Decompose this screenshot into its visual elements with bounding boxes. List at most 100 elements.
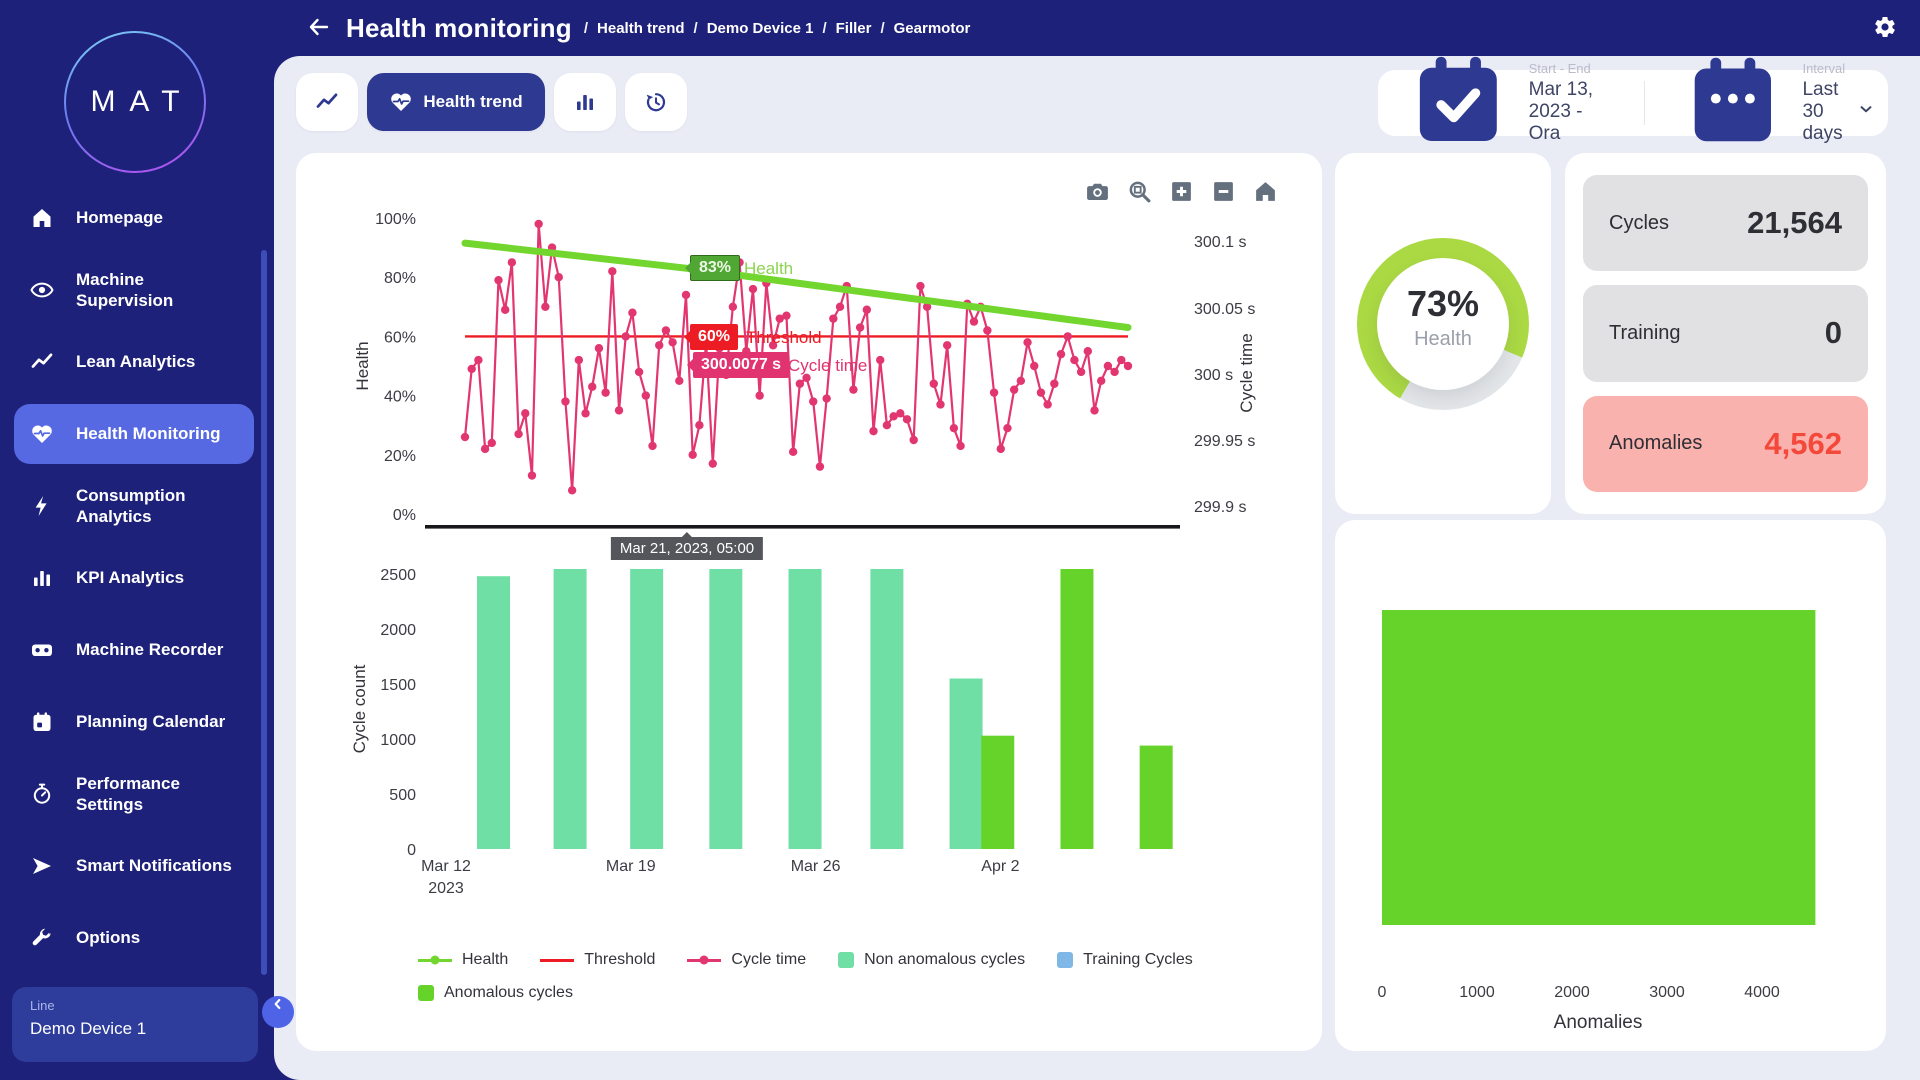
legend-label: Threshold <box>584 951 656 968</box>
calendar-icon <box>1679 47 1787 160</box>
svg-text:80%: 80% <box>384 270 416 287</box>
sidebar-item-label: Machine Supervision <box>76 269 174 310</box>
legend-item-training-cycles[interactable]: Training Cycles <box>1057 951 1193 969</box>
breadcrumb-separator: / <box>880 19 885 37</box>
stat-value: 21,564 <box>1747 205 1842 241</box>
brand-logo-text: MAT <box>90 85 194 118</box>
legend-item-threshold[interactable]: Threshold <box>540 951 655 969</box>
sidebar-item-options[interactable]: Options <box>0 902 274 974</box>
svg-text:299.95 s: 299.95 s <box>1194 433 1255 450</box>
sidebar-item-label: Options <box>76 928 141 948</box>
stat-row-anomalies: Anomalies 4,562 <box>1583 395 1868 492</box>
chevron-down-icon <box>1857 100 1878 124</box>
svg-text:Cycle time: Cycle time <box>1237 333 1256 412</box>
svg-text:299.9 s: 299.9 s <box>1194 499 1246 516</box>
legend-label: Cycle time <box>731 951 807 968</box>
sidebar-item-smart-notifications[interactable]: Smart Notifications <box>0 830 274 902</box>
svg-text:Mar 19: Mar 19 <box>606 858 656 875</box>
sidebar-item-homepage[interactable]: Homepage <box>0 182 274 254</box>
legend-item-health[interactable]: Health <box>418 951 508 969</box>
device-selector-label: Line <box>30 998 55 1013</box>
sidebar-item-health-monitoring[interactable]: Health Monitoring <box>0 398 274 470</box>
svg-text:Apr 2: Apr 2 <box>981 858 1019 875</box>
calendar-icon <box>30 710 54 734</box>
tab-history[interactable] <box>625 73 687 131</box>
x-axis-tooltip: Mar 21, 2023, 05:00 <box>610 537 764 560</box>
eye-icon <box>30 278 54 302</box>
sidebar-item-consumption-analytics[interactable]: Consumption Analytics <box>0 470 274 542</box>
stat-label: Cycles <box>1609 211 1670 234</box>
legend-label: Anomalous cycles <box>444 984 573 1001</box>
legend-swatch <box>1057 952 1074 968</box>
legend-item-cycle-time[interactable]: Cycle time <box>687 951 806 969</box>
interval-picker[interactable]: Interval Last 30 days <box>1653 47 1888 160</box>
svg-text:60%: 60% <box>384 329 416 346</box>
sidebar-scrollbar[interactable] <box>261 250 267 975</box>
date-range-card: Start - End Mar 13, 2023 - Ora Interval … <box>1378 57 1888 144</box>
sidebar-collapse-button[interactable] <box>262 996 294 1028</box>
svg-text:3000: 3000 <box>1649 984 1685 1001</box>
sidebar-nav: Homepage Machine Supervision Lean Analytic… <box>0 182 274 974</box>
device-selector[interactable]: Line Demo Device 1 <box>12 987 258 1062</box>
svg-text:500: 500 <box>389 787 416 804</box>
threshold-badge-label: Threshold <box>746 328 822 347</box>
breadcrumb-item[interactable]: Gearmotor <box>893 19 971 37</box>
breadcrumb-item[interactable]: Filler <box>835 19 872 37</box>
svg-text:Health: Health <box>353 341 372 390</box>
zoom-out-icon[interactable] <box>1211 179 1236 204</box>
svg-text:Anomalies: Anomalies <box>1554 1012 1643 1033</box>
health-badge-label: Health <box>744 259 794 278</box>
svg-text:1500: 1500 <box>380 677 416 694</box>
tab-bars[interactable] <box>554 73 616 131</box>
camera-icon[interactable] <box>1085 179 1110 204</box>
sidebar-item-label: KPI Analytics <box>76 568 185 588</box>
trend-icon <box>30 350 54 374</box>
breadcrumb-separator: / <box>822 19 827 37</box>
legend-swatch <box>418 958 452 962</box>
svg-text:2023: 2023 <box>428 880 464 897</box>
breadcrumb-item[interactable]: Demo Device 1 <box>706 19 814 37</box>
settings-button[interactable] <box>1872 15 1898 41</box>
stat-value: 4,562 <box>1764 425 1842 461</box>
svg-text:300.1 s: 300.1 s <box>1194 234 1246 251</box>
back-button[interactable] <box>306 15 332 41</box>
legend-item-non-anomalous-cycles[interactable]: Non anomalous cycles <box>838 951 1025 969</box>
sidebar-item-lean-analytics[interactable]: Lean Analytics <box>0 326 274 398</box>
gear-icon <box>1872 15 1898 41</box>
sidebar-item-machine-supervision[interactable]: Machine Supervision <box>0 254 274 326</box>
sidebar-item-label: Homepage <box>76 208 163 228</box>
stat-row-training: Training 0 <box>1583 285 1868 382</box>
tab-health-trend[interactable]: Health trend <box>367 73 545 131</box>
cycle-time-value-badge: 300.0077 s <box>693 352 790 378</box>
legend-swatch <box>838 952 855 968</box>
svg-text:2000: 2000 <box>380 622 416 639</box>
sidebar-item-planning-calendar[interactable]: Planning Calendar <box>0 686 274 758</box>
svg-text:100%: 100% <box>375 211 416 228</box>
cycle-time-badge-label: Cycle time <box>788 356 868 375</box>
arrow-left-icon <box>306 15 332 41</box>
cycle-count-chart[interactable]: 0 500 1000 1500 2000 2500 Cycle count Mar 12 202… <box>296 569 1322 919</box>
sidebar-item-label: Performance Settings <box>76 773 180 814</box>
home-reset-icon[interactable] <box>1253 179 1278 204</box>
zoom-box-icon[interactable] <box>1127 179 1152 204</box>
zoom-in-icon[interactable] <box>1169 179 1194 204</box>
anomalies-chart[interactable]: 0 1000 2000 3000 4000 Anomalies <box>1335 520 1886 1051</box>
legend-label: Training Cycles <box>1083 951 1193 968</box>
bars-icon <box>30 566 54 590</box>
sidebar-item-performance-settings[interactable]: Performance Settings <box>0 758 274 830</box>
breadcrumb-item[interactable]: Health trend <box>597 19 685 37</box>
health-trend-chart-card: 0% 20% 40% 60% 80% 100% Health 299.9 s 299.95 s 3… <box>296 153 1322 1051</box>
svg-text:1000: 1000 <box>380 732 416 749</box>
health-value-badge: 83% <box>690 255 741 281</box>
sidebar-item-label: Consumption Analytics <box>76 485 186 526</box>
svg-text:0: 0 <box>407 842 416 859</box>
sidebar-item-machine-recorder[interactable]: Machine Recorder <box>0 614 274 686</box>
history-icon <box>644 90 668 114</box>
sidebar-item-kpi-analytics[interactable]: KPI Analytics <box>0 542 274 614</box>
breadcrumb: / Health trend / Demo Device 1 / Filler / Gearm… <box>584 20 970 37</box>
start-end-picker[interactable]: Start - End Mar 13, 2023 - Ora <box>1378 46 1622 160</box>
svg-text:1000: 1000 <box>1459 984 1495 1001</box>
stopwatch-icon <box>30 782 54 806</box>
legend-item-anomalous-cycles[interactable]: Anomalous cycles <box>418 984 573 1002</box>
tab-trend[interactable] <box>296 73 358 131</box>
